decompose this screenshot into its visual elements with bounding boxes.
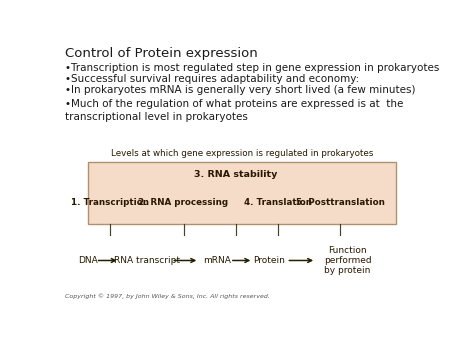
Text: 5. Posttranslation: 5. Posttranslation [296, 198, 385, 207]
Text: Copyright © 1997, by John Wiley & Sons, Inc. All rights reserved.: Copyright © 1997, by John Wiley & Sons, … [65, 293, 270, 299]
Bar [88, 162, 396, 224]
Text: •Much of the regulation of what proteins are expressed is at  the
transcriptiona: •Much of the regulation of what proteins… [65, 99, 403, 122]
Text: Control of Protein expression: Control of Protein expression [65, 47, 258, 60]
Text: •Successful survival requires adaptability and economy:: •Successful survival requires adaptabili… [65, 74, 359, 84]
Text: •In prokaryotes mRNA is generally very short lived (a few minutes): •In prokaryotes mRNA is generally very s… [65, 85, 415, 95]
Text: •Transcription is most regulated step in gene expression in prokaryotes: •Transcription is most regulated step in… [65, 63, 439, 73]
Text: 3. RNA stability: 3. RNA stability [194, 170, 278, 178]
Text: 4. Translation: 4. Translation [244, 198, 312, 207]
Text: DNA: DNA [78, 256, 98, 265]
Text: mRNA: mRNA [203, 256, 230, 265]
Text: Function
performed
by protein: Function performed by protein [324, 246, 371, 275]
Text: Protein: Protein [253, 256, 285, 265]
Text: Levels at which gene expression is regulated in prokaryotes: Levels at which gene expression is regul… [111, 149, 373, 158]
Text: 2. RNA processing: 2. RNA processing [139, 198, 229, 207]
Text: RNA transcript: RNA transcript [114, 256, 180, 265]
Text: 1. Transcription: 1. Transcription [71, 198, 149, 207]
